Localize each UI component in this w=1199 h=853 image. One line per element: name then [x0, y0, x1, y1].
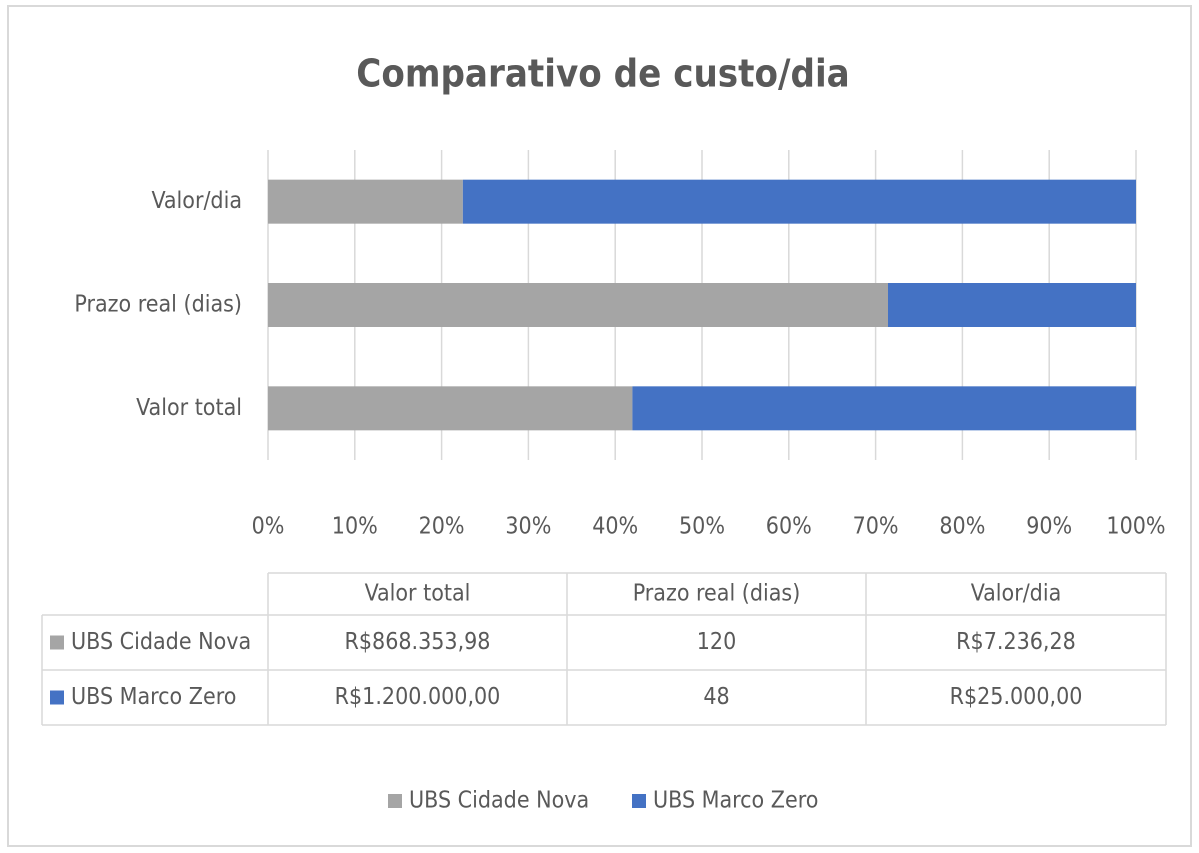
y-tick-label: Valor total [136, 395, 242, 421]
bar [268, 179, 463, 224]
legend-label: UBS Cidade Nova [409, 788, 589, 814]
bar [268, 283, 888, 327]
bar [268, 386, 633, 431]
x-tick-label: 70% [853, 514, 899, 540]
x-tick-label: 60% [766, 514, 812, 540]
table-cell: R$7.236,28 [956, 629, 1076, 655]
table-cell: 120 [697, 629, 737, 655]
x-tick-label: 20% [419, 514, 465, 540]
bar [888, 283, 1136, 327]
x-tick-label: 0% [252, 514, 285, 540]
table-cell: 48 [703, 684, 729, 710]
x-tick-label: 40% [592, 514, 638, 540]
table-header: Valor total [365, 581, 471, 607]
table-legend-key [50, 690, 64, 705]
chart-title: Comparativo de custo/dia [356, 52, 849, 96]
table-header: Valor/dia [971, 581, 1062, 607]
table-header: Prazo real (dias) [633, 581, 801, 607]
table-series-name: UBS Cidade Nova [71, 629, 251, 655]
table-cell: R$868.353,98 [345, 629, 491, 655]
table-legend-key [50, 635, 64, 650]
table-cell: R$25.000,00 [950, 684, 1083, 710]
x-tick-label: 90% [1026, 514, 1072, 540]
legend-label: UBS Marco Zero [653, 788, 818, 814]
x-tick-label: 10% [332, 514, 378, 540]
legend-key [632, 794, 646, 808]
x-tick-label: 100% [1106, 514, 1165, 540]
y-tick-label: Valor/dia [152, 188, 243, 214]
legend-key [388, 794, 402, 808]
y-tick-label: Prazo real (dias) [74, 292, 242, 318]
x-tick-label: 30% [505, 514, 551, 540]
bar [462, 179, 1136, 224]
bar [632, 386, 1136, 431]
table-cell: R$1.200.000,00 [335, 684, 501, 710]
table-series-name: UBS Marco Zero [71, 684, 236, 710]
x-tick-label: 50% [679, 514, 725, 540]
x-tick-label: 80% [939, 514, 985, 540]
